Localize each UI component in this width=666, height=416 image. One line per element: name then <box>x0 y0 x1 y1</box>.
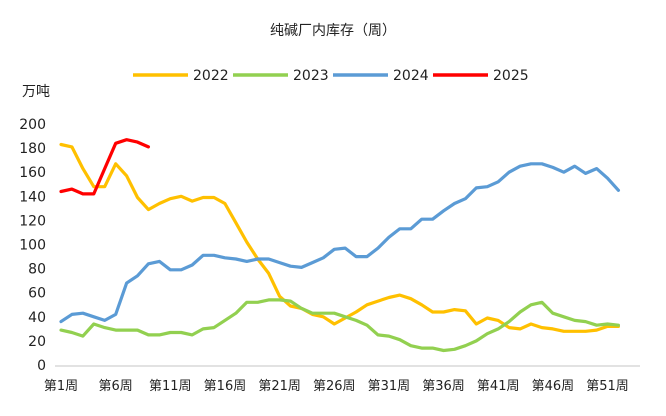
series-line-2022 <box>59 142 621 333</box>
x-tick-label: 第36周 <box>422 379 465 394</box>
y-tick-label: 80 <box>28 262 46 278</box>
y-tick-label: 0 <box>37 358 46 374</box>
y-tick-label: 100 <box>19 238 46 254</box>
series-line-2024 <box>59 162 621 324</box>
y-tick-label: 140 <box>19 189 46 205</box>
legend-label: 2023 <box>293 68 329 84</box>
y-tick-label: 60 <box>28 286 46 302</box>
y-axis-label: 万吨 <box>22 84 50 100</box>
y-tick-label: 160 <box>19 165 46 181</box>
series-line-2023 <box>59 298 621 353</box>
legend-label: 2024 <box>393 68 429 84</box>
x-tick-label: 第41周 <box>477 379 520 394</box>
x-tick-label: 第26周 <box>313 379 356 394</box>
legend-label: 2022 <box>193 68 229 84</box>
chart-title: 纯碱厂内库存（周） <box>270 23 396 39</box>
x-tick-label: 第16周 <box>204 379 247 394</box>
legend-label: 2025 <box>493 68 529 84</box>
y-tick-label: 20 <box>28 334 46 350</box>
x-tick-label: 第21周 <box>258 379 301 394</box>
y-tick-label: 180 <box>19 141 46 157</box>
y-tick-label: 200 <box>19 117 46 133</box>
y-tick-label: 40 <box>28 310 46 326</box>
x-tick-label: 第46周 <box>532 379 575 394</box>
x-tick-label: 第31周 <box>368 379 411 394</box>
y-tick-label: 120 <box>19 213 46 229</box>
x-tick-label: 第6周 <box>99 379 133 394</box>
x-tick-label: 第1周 <box>44 379 78 394</box>
x-tick-label: 第11周 <box>149 379 192 394</box>
x-tick-label: 第51周 <box>586 379 629 394</box>
